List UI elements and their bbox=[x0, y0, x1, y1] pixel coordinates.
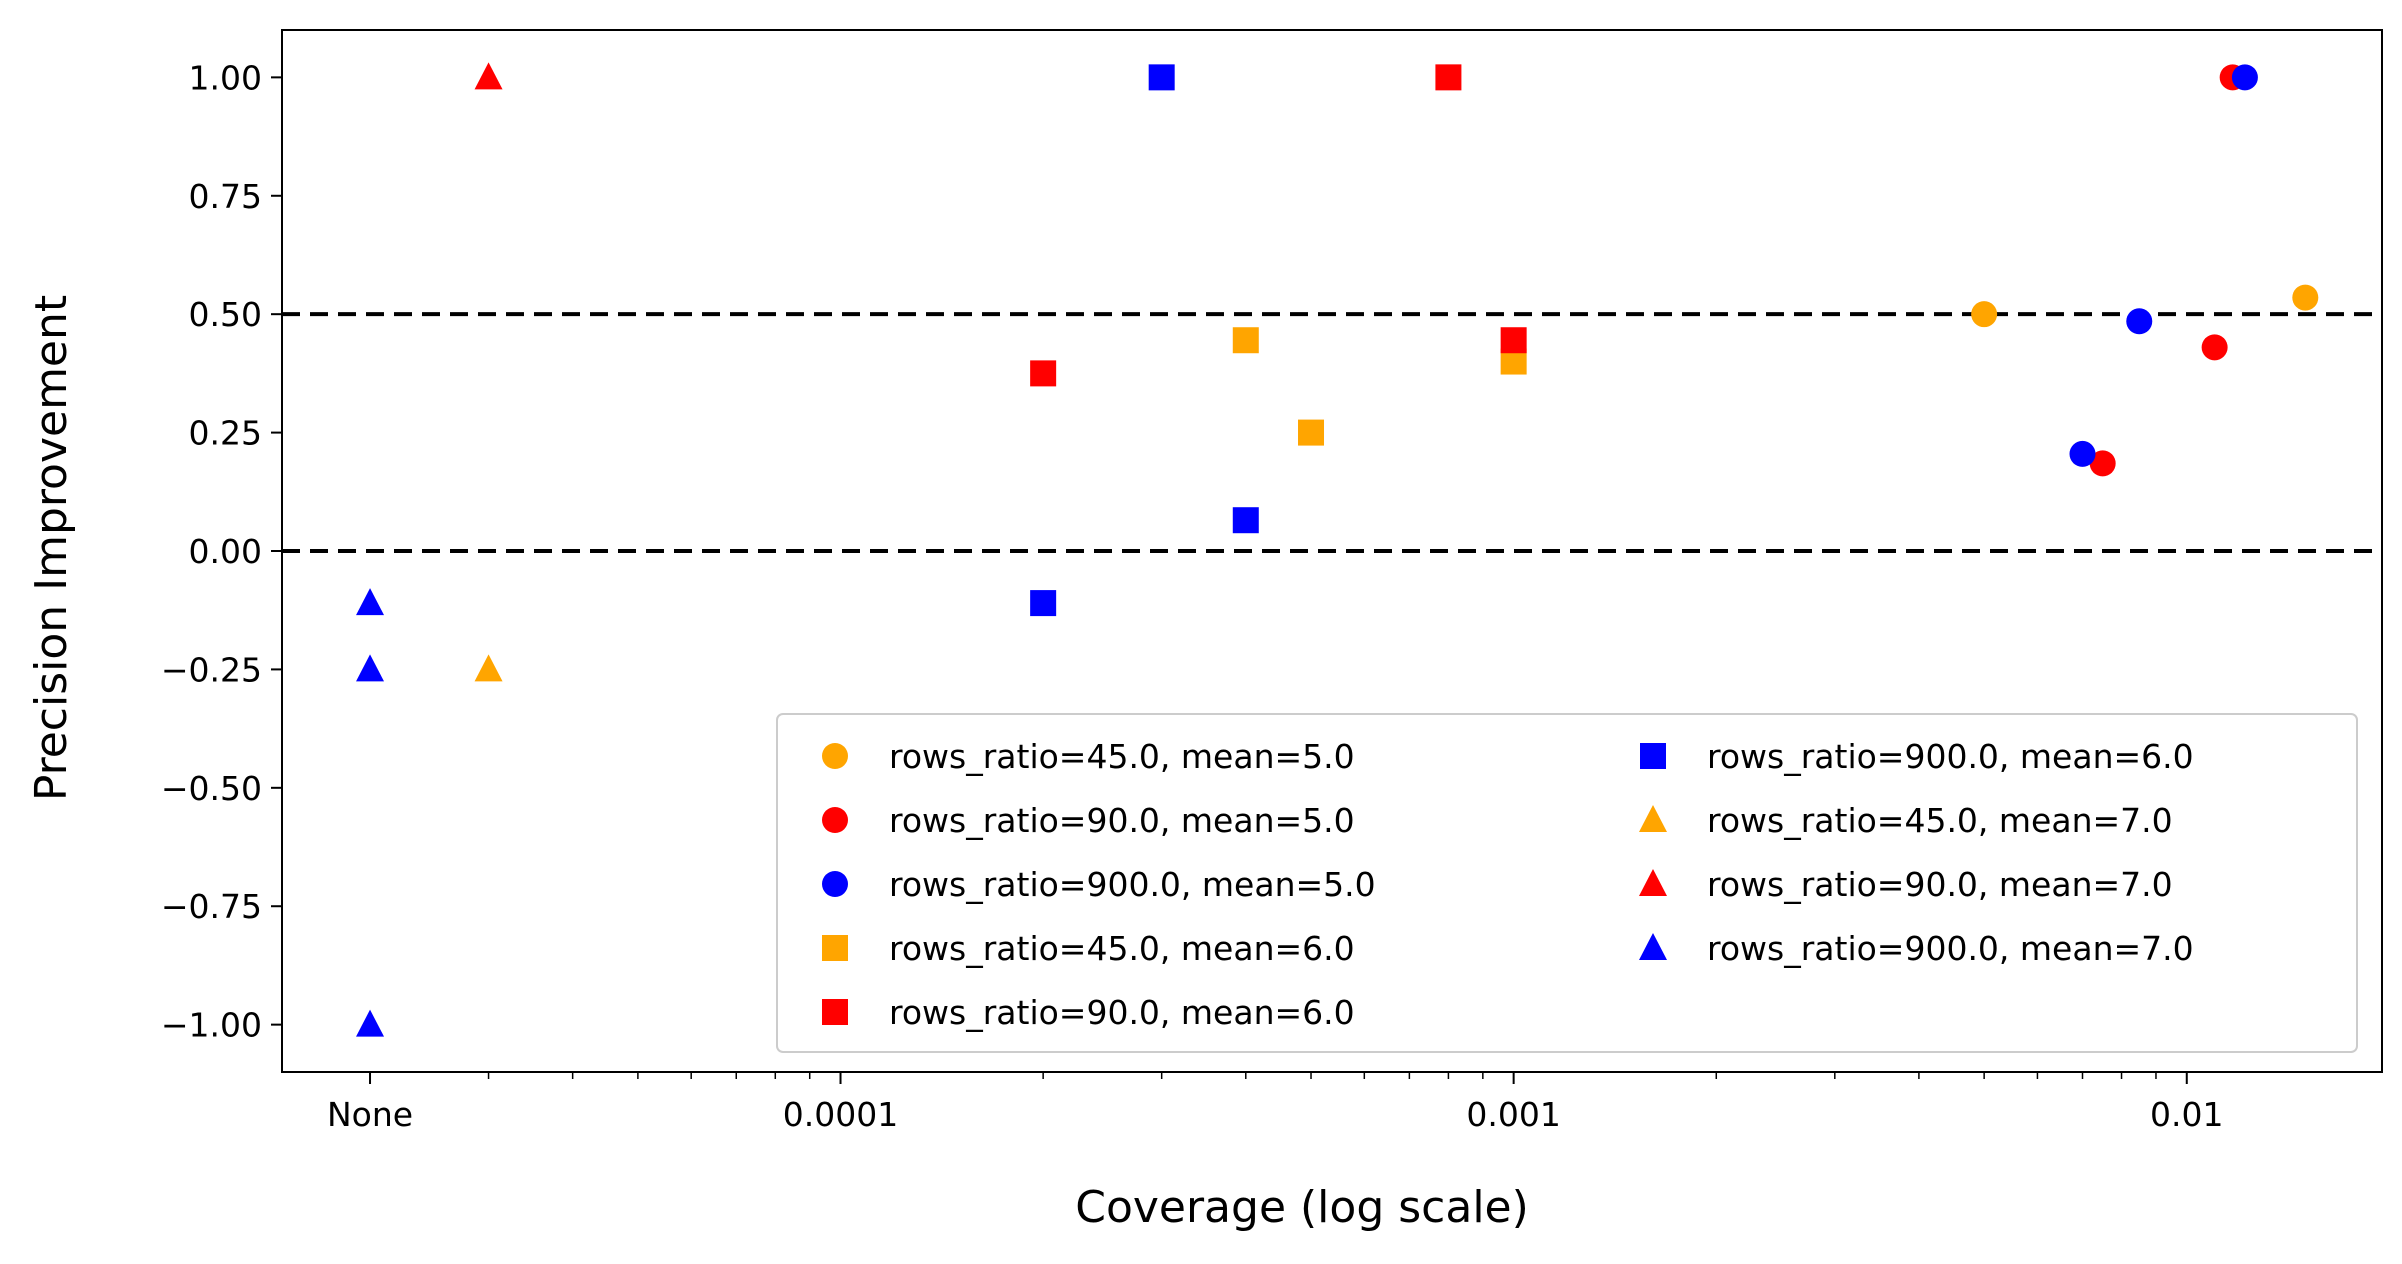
legend-item: rows_ratio=45.0, mean=7.0 bbox=[1639, 801, 2173, 840]
data-point bbox=[1435, 64, 1462, 91]
data-point bbox=[2069, 440, 2096, 467]
legend-label: rows_ratio=900.0, mean=7.0 bbox=[1707, 929, 2194, 968]
series bbox=[1232, 327, 1527, 446]
data-point bbox=[2201, 334, 2228, 361]
y-tick-label: 1.00 bbox=[189, 58, 262, 97]
series bbox=[1971, 284, 2319, 328]
data-point bbox=[474, 654, 503, 682]
legend-marker bbox=[822, 999, 848, 1025]
legend-item: rows_ratio=45.0, mean=6.0 bbox=[822, 929, 1355, 968]
series bbox=[356, 588, 385, 1037]
data-point bbox=[474, 62, 503, 90]
data-point bbox=[2231, 64, 2258, 91]
data-point bbox=[1030, 590, 1057, 617]
data-point bbox=[1500, 327, 1527, 354]
legend-label: rows_ratio=90.0, mean=5.0 bbox=[889, 801, 1355, 840]
legend-marker bbox=[822, 807, 848, 833]
y-tick-label: 0.00 bbox=[189, 532, 262, 571]
legend-marker bbox=[822, 743, 848, 769]
data-point bbox=[2089, 450, 2116, 477]
legend-frame bbox=[776, 713, 2358, 1053]
legend-label: rows_ratio=900.0, mean=5.0 bbox=[889, 865, 1376, 904]
legend-item: rows_ratio=90.0, mean=6.0 bbox=[822, 993, 1355, 1032]
data-point bbox=[356, 654, 385, 682]
legend-item: rows_ratio=900.0, mean=7.0 bbox=[1639, 929, 2194, 968]
legend-marker bbox=[1639, 805, 1667, 832]
data-point bbox=[356, 588, 385, 616]
data-point bbox=[2292, 284, 2319, 311]
y-tick-label: 0.75 bbox=[189, 177, 262, 216]
y-tick-label: −0.25 bbox=[161, 650, 262, 689]
y-tick-label: 0.50 bbox=[189, 295, 262, 334]
legend-item: rows_ratio=90.0, mean=5.0 bbox=[822, 801, 1355, 840]
legend-label: rows_ratio=45.0, mean=6.0 bbox=[889, 929, 1355, 968]
data-point bbox=[1148, 64, 1175, 91]
legend-label: rows_ratio=900.0, mean=6.0 bbox=[1707, 737, 2194, 776]
data-point bbox=[356, 1009, 385, 1037]
data-point bbox=[1232, 507, 1259, 534]
x-tick-label: None bbox=[327, 1095, 413, 1134]
y-axis-label: Precision Improvement bbox=[26, 295, 77, 801]
y-tick-label: −0.75 bbox=[161, 887, 262, 926]
x-tick-label: 0.01 bbox=[2150, 1095, 2223, 1134]
x-tick-label: 0.001 bbox=[1466, 1095, 1560, 1134]
y-tick-label: 0.25 bbox=[189, 414, 262, 453]
data-point bbox=[1971, 301, 1998, 328]
series bbox=[2089, 64, 2246, 477]
legend-label: rows_ratio=90.0, mean=6.0 bbox=[889, 993, 1355, 1032]
legend-item: rows_ratio=45.0, mean=5.0 bbox=[822, 737, 1355, 776]
series bbox=[474, 62, 503, 90]
legend-marker bbox=[1639, 933, 1667, 960]
series bbox=[1030, 64, 1259, 617]
legend-item: rows_ratio=900.0, mean=5.0 bbox=[822, 865, 1376, 904]
legend-item: rows_ratio=90.0, mean=7.0 bbox=[1639, 865, 2173, 904]
y-tick-label: −0.50 bbox=[161, 769, 262, 808]
series bbox=[2069, 64, 2258, 467]
plot-area: 1.00 0.75 0.50 0.25 0.00 −0.25 −0.50 −0.75 −1.00… bbox=[161, 29, 2383, 1134]
legend-marker bbox=[1639, 869, 1667, 896]
y-tick-label: −1.00 bbox=[161, 1006, 262, 1045]
series bbox=[1030, 64, 1527, 387]
legend: rows_ratio=45.0, mean=5.0 rows_ratio=90.0… bbox=[776, 713, 2358, 1053]
legend-label: rows_ratio=45.0, mean=5.0 bbox=[889, 737, 1355, 776]
legend-marker bbox=[822, 871, 848, 897]
data-point bbox=[1232, 327, 1259, 354]
legend-label: rows_ratio=90.0, mean=7.0 bbox=[1707, 865, 2173, 904]
data-point bbox=[1030, 360, 1057, 387]
x-tick-label: 0.0001 bbox=[783, 1095, 898, 1134]
series bbox=[474, 654, 503, 682]
legend-marker bbox=[1640, 743, 1666, 769]
legend-marker bbox=[822, 935, 848, 961]
data-point bbox=[2126, 308, 2153, 335]
legend-label: rows_ratio=45.0, mean=7.0 bbox=[1707, 801, 2173, 840]
axes-frame bbox=[281, 29, 2383, 1073]
legend-item: rows_ratio=900.0, mean=6.0 bbox=[1640, 737, 2194, 776]
data-point bbox=[1298, 419, 1325, 446]
x-axis-label: Coverage (log scale) bbox=[1075, 1182, 1529, 1233]
